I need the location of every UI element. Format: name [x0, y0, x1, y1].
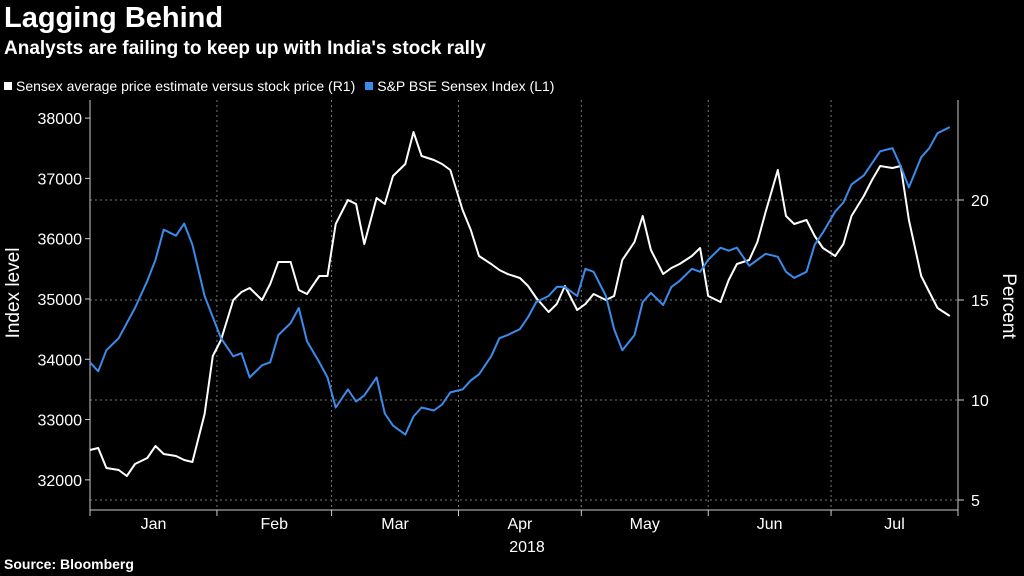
legend-swatch-estimate	[4, 82, 12, 90]
legend-label-estimate: Sensex average price estimate versus sto…	[16, 78, 356, 94]
y-axis-label-left: Index level	[3, 248, 24, 339]
y-right-tick-label: 15	[971, 293, 989, 310]
y-left-tick-label: 37000	[38, 171, 83, 188]
y-axis-label-right: Percent	[998, 273, 1019, 339]
x-tick-label: Jan	[141, 516, 167, 533]
x-tick-label: Mar	[381, 516, 409, 533]
legend-item-sensex: S&P BSE Sensex Index (L1)	[365, 78, 554, 94]
axes: Jan Feb Mar Apr May Jun Jul 32000 33000 34000 3500…	[38, 100, 989, 533]
legend-label-sensex: S&P BSE Sensex Index (L1)	[377, 78, 555, 94]
y-left-tick-label: 35000	[38, 292, 83, 309]
series-line-sensex	[89, 126, 951, 436]
y-left-tick-label: 36000	[38, 232, 83, 249]
x-tick-label: May	[630, 516, 660, 533]
legend-item-estimate: Sensex average price estimate versus sto…	[4, 78, 355, 94]
x-tick-label: Feb	[260, 516, 288, 533]
y-left-tick-label: 32000	[38, 473, 83, 490]
chart-subtitle: Analysts are failing to keep up with Ind…	[4, 38, 486, 59]
x-tick-label: Apr	[507, 516, 533, 533]
y-right-tick-label: 20	[971, 193, 989, 210]
legend-swatch-sensex	[365, 82, 374, 90]
y-left-tick-label: 34000	[38, 352, 83, 369]
series	[89, 126, 951, 477]
axis-labels: Index level Percent 2018	[3, 248, 1019, 556]
y-left-tick-label: 38000	[38, 111, 83, 128]
legend: Sensex average price estimate versus sto…	[4, 78, 564, 94]
chart-title: Lagging Behind	[4, 2, 224, 34]
source-note: Source: Bloomberg	[4, 556, 134, 572]
y-right-tick-label: 10	[971, 393, 989, 410]
y-left-tick-label: 33000	[38, 413, 83, 430]
x-tick-label: Jul	[884, 516, 904, 533]
y-right-tick-label: 5	[971, 493, 980, 510]
grid	[90, 100, 958, 510]
x-tick-label: Jun	[757, 516, 783, 533]
x-axis-label: 2018	[509, 539, 545, 556]
series-line-estimate	[89, 131, 951, 477]
